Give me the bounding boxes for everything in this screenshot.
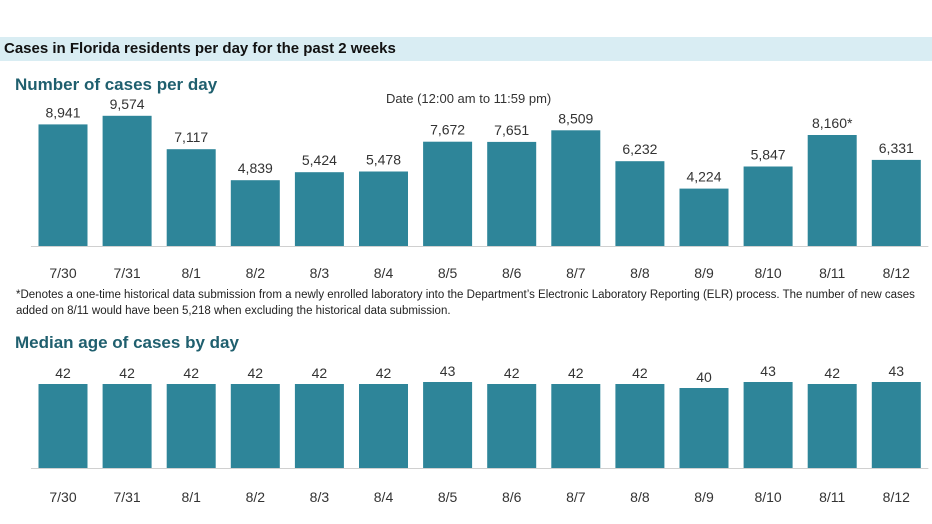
cases-bar-8-1	[166, 149, 216, 246]
cases-x-tick-label: 8/4	[374, 265, 394, 281]
cases-x-tick-label: 8/6	[502, 265, 522, 281]
median-age-x-tick-label: 8/12	[883, 489, 910, 505]
median-age-data-label: 43	[889, 363, 905, 379]
cases-bar-8-2	[230, 180, 280, 246]
cases-data-label: 4,224	[686, 169, 721, 185]
cases-bar-chart: 8,941 7/30 9,574 7/31 7,117 8/1 4,839 8/2 5,424 8…	[30, 96, 929, 281]
median-age-data-label: 42	[568, 365, 584, 381]
cases-bar-7-31	[102, 115, 152, 246]
median-age-x-tick-label: 8/2	[246, 489, 266, 505]
cases-x-tick-label: 7/31	[113, 265, 140, 281]
median-age-bar-8-6	[487, 384, 537, 468]
median-age-bar-8-3	[294, 384, 344, 468]
median-age-data-label: 42	[504, 365, 520, 381]
cases-data-label: 7,651	[494, 122, 529, 138]
cases-bar-7-30	[38, 124, 88, 246]
cases-x-tick-label: 8/2	[246, 265, 266, 281]
median-age-x-tick-label: 8/3	[310, 489, 330, 505]
median-age-x-tick-label: 7/31	[113, 489, 140, 505]
median-age-x-tick-label: 8/6	[502, 489, 522, 505]
cases-data-label: 8,509	[558, 110, 593, 126]
cases-x-tick-label: 7/30	[49, 265, 76, 281]
cases-chart-title: Number of cases per day	[15, 75, 218, 94]
median-age-bar-8-11	[807, 384, 857, 468]
cases-bar-8-11	[807, 135, 857, 246]
median-age-bar-8-2	[230, 384, 280, 468]
cases-data-label: 6,331	[879, 140, 914, 156]
cases-x-tick-label: 8/10	[754, 265, 781, 281]
median-age-bar-7-31	[102, 384, 152, 468]
median-age-bar-chart: 42 7/30 42 7/31 42 8/1 42 8/2 42 8/3 42 8/4 43 8/5 42 8…	[30, 363, 929, 505]
median-age-x-tick-label: 8/10	[754, 489, 781, 505]
median-age-data-label: 42	[248, 365, 264, 381]
median-age-data-label: 42	[119, 365, 135, 381]
cases-x-tick-label: 8/1	[181, 265, 201, 281]
cases-bar-8-10	[743, 166, 793, 246]
median-age-data-label: 42	[183, 365, 199, 381]
median-age-x-tick-label: 8/9	[694, 489, 714, 505]
cases-data-label: 6,232	[622, 141, 657, 157]
cases-bar-8-5	[423, 141, 473, 246]
median-age-bar-8-8	[615, 384, 665, 468]
historical-data-footnote: *Denotes a one-time historical data subm…	[16, 289, 915, 317]
median-age-x-tick-label: 8/5	[438, 489, 458, 505]
cases-x-tick-label: 8/11	[819, 265, 845, 281]
cases-bar-8-3	[294, 172, 344, 246]
median-age-data-label: 42	[632, 365, 648, 381]
median-age-bar-8-1	[166, 384, 216, 468]
cases-x-tick-label: 8/8	[630, 265, 650, 281]
cases-x-axis-caption: Date (12:00 am to 11:59 pm)	[386, 91, 552, 106]
median-age-bar-8-10	[743, 382, 793, 468]
median-age-data-label: 43	[440, 363, 456, 379]
cases-bar-8-9	[679, 188, 729, 246]
cases-data-label: 5,847	[751, 147, 786, 163]
median-age-x-tick-label: 8/8	[630, 489, 650, 505]
median-age-x-tick-label: 8/11	[819, 489, 845, 505]
cases-x-tick-label: 8/3	[310, 265, 330, 281]
median-age-bar-8-7	[551, 384, 601, 468]
median-age-bar-8-12	[871, 382, 921, 468]
median-age-data-label: 42	[55, 365, 71, 381]
median-age-bar-8-9	[679, 388, 729, 468]
cases-data-label: 8,160*	[812, 115, 853, 131]
cases-bar-8-12	[871, 159, 921, 246]
median-age-data-label: 42	[376, 365, 392, 381]
median-age-x-tick-label: 8/1	[181, 489, 201, 505]
cases-bar-8-6	[487, 141, 537, 246]
cases-data-label: 7,117	[174, 129, 208, 145]
cases-data-label: 5,424	[302, 152, 337, 168]
median-age-bar-8-4	[359, 384, 408, 468]
median-age-chart-title: Median age of cases by day	[15, 333, 239, 352]
median-age-x-tick-label: 7/30	[49, 489, 76, 505]
cases-data-label: 4,839	[238, 160, 273, 176]
header-band	[0, 37, 932, 61]
cases-data-label: 5,478	[366, 152, 401, 168]
cases-bar-8-4	[359, 171, 408, 246]
cases-x-tick-label: 8/7	[566, 265, 586, 281]
cases-x-tick-label: 8/5	[438, 265, 458, 281]
median-age-data-label: 40	[696, 369, 712, 385]
cases-data-label: 7,672	[430, 122, 465, 138]
page-title: Cases in Florida residents per day for t…	[4, 40, 396, 57]
median-age-bar-8-5	[423, 382, 473, 468]
median-age-x-tick-label: 8/4	[374, 489, 394, 505]
median-age-x-tick-label: 8/7	[566, 489, 586, 505]
median-age-bar-7-30	[38, 384, 88, 468]
cases-data-label: 9,574	[110, 96, 145, 112]
median-age-data-label: 43	[760, 363, 776, 379]
cases-bar-8-7	[551, 130, 601, 246]
cases-bar-8-8	[615, 161, 665, 246]
median-age-data-label: 42	[824, 365, 840, 381]
cases-x-tick-label: 8/12	[883, 265, 910, 281]
cases-x-tick-label: 8/9	[694, 265, 714, 281]
cases-data-label: 8,941	[45, 104, 80, 120]
median-age-data-label: 42	[312, 365, 328, 381]
